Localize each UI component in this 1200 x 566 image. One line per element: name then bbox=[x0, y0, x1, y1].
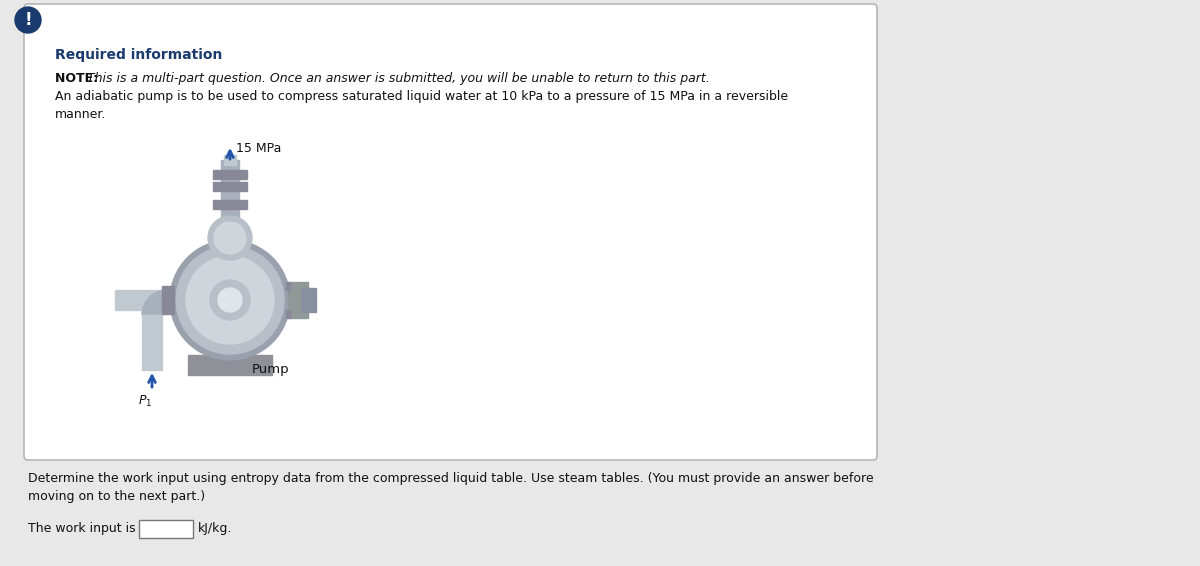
Text: moving on to the next part.): moving on to the next part.) bbox=[28, 490, 205, 503]
Bar bbox=[302, 288, 316, 312]
Circle shape bbox=[218, 288, 242, 312]
Text: Required information: Required information bbox=[55, 48, 222, 62]
Bar bbox=[214, 182, 247, 191]
Text: manner.: manner. bbox=[55, 108, 107, 121]
Bar bbox=[286, 282, 290, 290]
Bar bbox=[115, 290, 167, 310]
FancyBboxPatch shape bbox=[139, 520, 193, 538]
Text: Pump: Pump bbox=[252, 363, 289, 376]
Bar bbox=[188, 355, 272, 375]
Wedge shape bbox=[142, 290, 167, 315]
Text: NOTE:: NOTE: bbox=[55, 72, 102, 85]
Circle shape bbox=[214, 222, 246, 254]
Text: $P_1$: $P_1$ bbox=[138, 394, 152, 409]
Circle shape bbox=[208, 216, 252, 260]
Circle shape bbox=[14, 7, 41, 33]
Bar bbox=[286, 310, 290, 318]
Bar bbox=[214, 200, 247, 209]
Text: An adiabatic pump is to be used to compress saturated liquid water at 10 kPa to : An adiabatic pump is to be used to compr… bbox=[55, 90, 788, 103]
Circle shape bbox=[170, 240, 290, 360]
Bar bbox=[214, 170, 247, 179]
FancyBboxPatch shape bbox=[24, 4, 877, 460]
Text: 15 MPa: 15 MPa bbox=[236, 142, 281, 155]
Circle shape bbox=[210, 280, 250, 320]
Bar bbox=[162, 286, 174, 314]
Circle shape bbox=[176, 246, 284, 354]
Text: The work input is: The work input is bbox=[28, 522, 136, 535]
Bar bbox=[142, 315, 162, 370]
Bar bbox=[288, 282, 308, 318]
Text: !: ! bbox=[24, 11, 32, 29]
Circle shape bbox=[186, 256, 274, 344]
Bar bbox=[221, 160, 239, 245]
Text: This is a multi-part question. Once an answer is submitted, you will be unable t: This is a multi-part question. Once an a… bbox=[88, 72, 709, 85]
Text: kJ/kg.: kJ/kg. bbox=[198, 522, 233, 535]
Bar bbox=[224, 155, 236, 165]
Text: Determine the work input using entropy data from the compressed liquid table. Us: Determine the work input using entropy d… bbox=[28, 472, 874, 485]
